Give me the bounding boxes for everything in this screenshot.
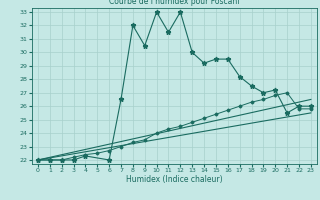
Text: Courbe de l'humidex pour Foscani: Courbe de l'humidex pour Foscani [109,0,240,6]
X-axis label: Humidex (Indice chaleur): Humidex (Indice chaleur) [126,175,223,184]
